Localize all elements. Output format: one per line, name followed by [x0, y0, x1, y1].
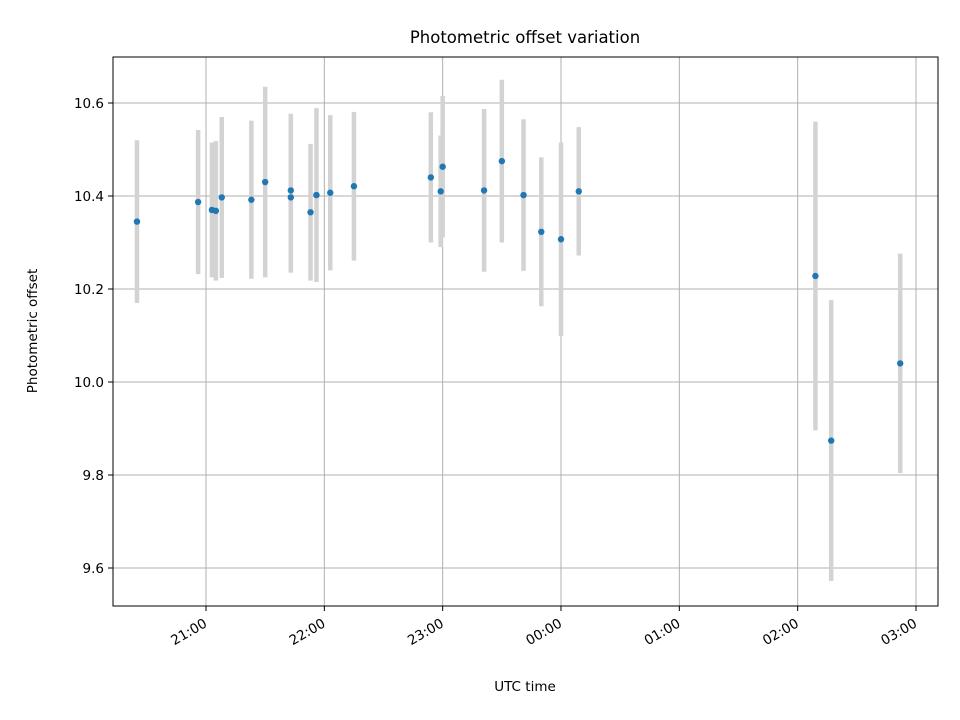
data-point [538, 228, 545, 236]
x-tick-label: 03:00 [878, 616, 920, 649]
data-point [557, 236, 565, 243]
data-point [313, 191, 320, 199]
data-point [307, 209, 314, 216]
y-tick-label: 10.2 [74, 282, 104, 298]
data-points [133, 157, 904, 444]
data-point [575, 188, 582, 195]
x-axis-label: UTC time [494, 679, 556, 695]
chart-title: Photometric offset variation [410, 28, 640, 47]
data-point [427, 174, 435, 181]
x-tick-label: 21:00 [168, 616, 210, 649]
y-axis-label: Photometric offset [25, 269, 41, 393]
data-point [827, 437, 835, 444]
data-point [350, 183, 358, 190]
data-point [133, 218, 141, 225]
data-point [248, 196, 255, 203]
y-axis: 9.6 9.8 10.0 10.2 10.4 10.6 [74, 96, 113, 577]
data-point [194, 198, 202, 206]
y-tick-label: 10.6 [74, 96, 104, 112]
plot-frame [112, 56, 939, 607]
x-tick-label: 22:00 [287, 616, 329, 649]
data-point [480, 187, 488, 194]
y-tick-label: 10.4 [74, 189, 104, 205]
x-axis: 21:00 22:00 23:00 00:00 01:00 02:00 03:00 [168, 606, 920, 649]
data-point [812, 272, 819, 280]
data-point [212, 207, 220, 215]
data-point [287, 194, 295, 201]
data-point [287, 187, 295, 194]
data-point [439, 163, 446, 170]
y-tick-label: 9.8 [83, 468, 104, 484]
y-tick-label: 10.0 [74, 375, 104, 391]
x-tick-label: 00:00 [523, 616, 565, 649]
data-point [218, 194, 225, 201]
data-point [437, 188, 444, 195]
y-tick-label: 9.6 [83, 561, 104, 577]
x-tick-label: 01:00 [642, 616, 684, 649]
data-point [498, 157, 506, 165]
data-point [261, 178, 269, 186]
x-tick-label: 02:00 [760, 616, 802, 649]
data-point [327, 189, 334, 196]
x-tick-label: 23:00 [405, 616, 447, 649]
data-point [897, 360, 904, 367]
data-point [520, 191, 527, 199]
